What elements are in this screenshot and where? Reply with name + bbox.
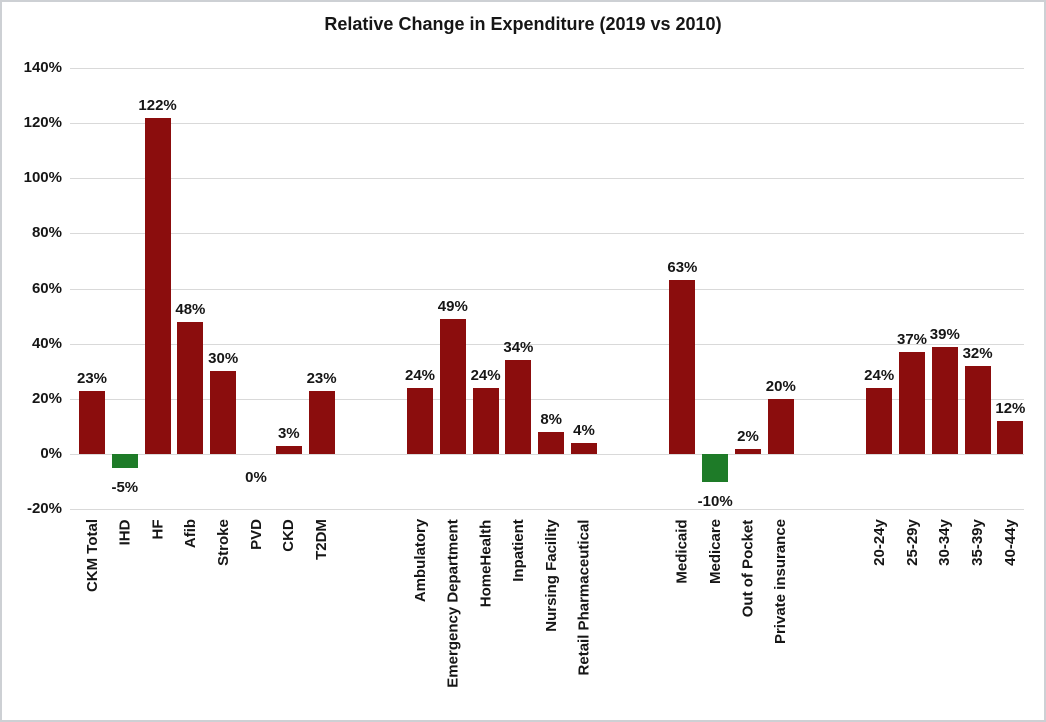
x-axis-category-label-35-39y: 35-39y bbox=[968, 519, 986, 566]
x-axis-category-label-stroke: Stroke bbox=[214, 519, 232, 566]
x-axis-category-label-homehealth: HomeHealth bbox=[476, 519, 494, 607]
value-label-homehealth: 24% bbox=[470, 366, 501, 384]
value-label-inpatient: 34% bbox=[503, 339, 534, 357]
bar-ihd bbox=[111, 454, 138, 468]
bar-homehealth bbox=[472, 387, 499, 454]
bar-emergency-department bbox=[439, 318, 466, 454]
gridline-0 bbox=[70, 454, 1024, 455]
x-axis-category-label-inpatient: Inpatient bbox=[509, 519, 527, 582]
bar-20-24y bbox=[866, 387, 893, 454]
value-label-retail-pharmaceutical: 4% bbox=[573, 422, 595, 439]
value-label-afib: 48% bbox=[175, 300, 206, 318]
x-axis-category-label-ambulatory: Ambulatory bbox=[411, 518, 429, 603]
value-label-medicare: -10% bbox=[697, 492, 733, 510]
bar-private-insurance bbox=[767, 398, 794, 454]
value-label-hf: 122% bbox=[138, 96, 177, 114]
bar-ambulatory bbox=[407, 387, 433, 454]
x-axis-category-label-private-insurance: Private insurance bbox=[772, 518, 790, 645]
y-axis-tick-label: 20% bbox=[31, 390, 62, 407]
x-axis-category-label-t2dm: T2DM bbox=[313, 519, 331, 560]
gridline-40 bbox=[70, 344, 1024, 345]
y-axis-tick-label: 40% bbox=[31, 335, 62, 352]
x-axis-category-label-ckd: CKD bbox=[280, 519, 298, 552]
x-axis-category-label-afib: Afib bbox=[181, 518, 199, 549]
gridline-120 bbox=[70, 123, 1024, 124]
x-axis-category-label-40-44y: 40-44y bbox=[1001, 519, 1019, 566]
value-label-stroke: 30% bbox=[208, 350, 239, 368]
x-axis-category-label-retail-pharmaceutical: Retail Pharmaceutical bbox=[575, 519, 593, 675]
x-axis-category-label-ihd: IHD bbox=[116, 519, 134, 545]
value-label-out-of-pocket: 2% bbox=[737, 427, 759, 445]
value-label-private-insurance: 20% bbox=[765, 377, 796, 395]
y-axis-tick-label: 100% bbox=[23, 169, 62, 186]
bar-ckd bbox=[275, 445, 302, 454]
gridline--20 bbox=[70, 509, 1024, 510]
bar-25-29y bbox=[899, 352, 925, 454]
bar-inpatient bbox=[505, 360, 532, 454]
bar-30-34y bbox=[931, 346, 958, 454]
value-label-ckd: 3% bbox=[277, 424, 300, 442]
x-axis-category-label-out-of-pocket: Out of Pocket bbox=[739, 519, 757, 617]
value-label-25-29y: 37% bbox=[896, 331, 928, 348]
value-label-nursing-facility: 8% bbox=[540, 410, 563, 428]
bar-retail-pharmaceutical bbox=[571, 443, 597, 454]
bar-medicaid bbox=[669, 280, 696, 454]
value-label-ihd: -5% bbox=[111, 478, 139, 496]
x-axis-category-label-medicaid: Medicaid bbox=[673, 518, 691, 584]
gridline-60 bbox=[70, 289, 1024, 290]
x-axis-category-label-emergency-department: Emergency Department bbox=[444, 518, 462, 688]
y-axis-tick-label: 140% bbox=[23, 59, 62, 76]
y-axis-tick-label: -20% bbox=[26, 500, 62, 517]
y-axis-tick-label: 80% bbox=[31, 224, 62, 241]
gridline-80 bbox=[70, 233, 1024, 234]
value-label-emergency-department: 49% bbox=[437, 297, 468, 315]
gridline-140 bbox=[70, 68, 1024, 69]
gridline-100 bbox=[70, 178, 1024, 179]
y-axis-tick-label: 60% bbox=[31, 280, 62, 297]
bar-medicare bbox=[702, 454, 729, 482]
bar-nursing-facility bbox=[538, 431, 565, 454]
value-label-ckm-total: 23% bbox=[76, 369, 108, 387]
x-axis-category-label-nursing-facility: Nursing Facility bbox=[542, 519, 560, 632]
bar-out-of-pocket bbox=[735, 448, 761, 454]
y-axis-tick-label: 0% bbox=[40, 445, 62, 462]
value-label-20-24y: 24% bbox=[864, 366, 895, 384]
bar-t2dm bbox=[308, 390, 335, 454]
x-axis-category-label-pvd: PVD bbox=[247, 519, 265, 550]
value-label-40-44y: 12% bbox=[995, 399, 1026, 417]
bar-hf bbox=[144, 117, 171, 454]
value-label-30-34y: 39% bbox=[929, 325, 960, 343]
bar-40-44y bbox=[997, 420, 1024, 454]
value-label-t2dm: 23% bbox=[306, 369, 337, 387]
value-label-medicaid: 63% bbox=[667, 259, 698, 277]
x-axis-category-label-30-34y: 30-34y bbox=[936, 519, 954, 566]
bar-afib bbox=[177, 321, 204, 454]
value-label-pvd: 0% bbox=[245, 469, 267, 486]
y-axis-tick-label: 120% bbox=[23, 114, 62, 131]
value-label-ambulatory: 24% bbox=[404, 366, 436, 384]
bar-ckm-total bbox=[79, 390, 105, 454]
x-axis-category-label-20-24y: 20-24y bbox=[870, 519, 888, 566]
x-axis-category-label-medicare: Medicare bbox=[706, 518, 724, 585]
chart-title: Relative Change in Expenditure (2019 vs … bbox=[324, 14, 722, 34]
x-axis-category-label-hf: HF bbox=[149, 519, 167, 539]
bar-stroke bbox=[210, 371, 237, 454]
x-axis-category-label-25-29y: 25-29y bbox=[903, 519, 921, 566]
value-label-35-39y: 32% bbox=[962, 344, 993, 362]
gridline-20 bbox=[70, 399, 1024, 400]
bar-35-39y bbox=[964, 365, 991, 454]
x-axis-category-label-ckm-total: CKM Total bbox=[83, 518, 101, 593]
